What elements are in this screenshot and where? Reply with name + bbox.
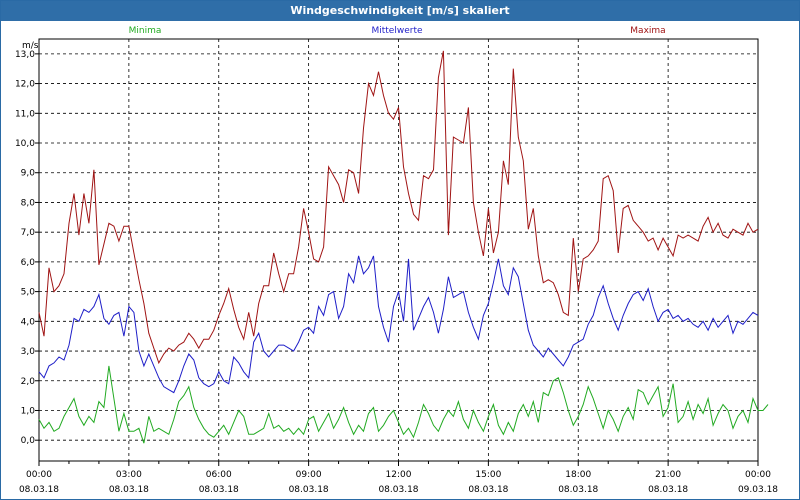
legend-maxima: Maxima [630, 26, 665, 36]
legend-mittelwerte: Mittelwerte [371, 26, 422, 36]
y-tick-label: 11,0 [15, 109, 35, 119]
plot-frame [38, 38, 759, 462]
x-tick-time-label: 09:00 [296, 470, 322, 480]
x-tick-time-label: 12:00 [386, 470, 412, 480]
y-tick-label: 12,0 [15, 80, 35, 90]
window-title: Windgeschwindigkeit [m/s] skaliert [1, 1, 799, 21]
x-tick-date-label: 08.03.18 [289, 485, 329, 495]
tick-labels: 0,0 1,0 2,0 3,0 4,0 5,0 6,0 7,0 8,0 9,0 10,0 11,0 12… [15, 50, 778, 495]
y-tick-label: 13,0 [15, 50, 35, 60]
y-tick-label: 9,0 [21, 169, 36, 179]
y-tick-label: 4,0 [21, 317, 36, 327]
x-tick-time-label: 18:00 [565, 470, 591, 480]
x-tick-time-label: 06:00 [206, 470, 232, 480]
x-tick-date-label: 08.03.18 [199, 485, 239, 495]
x-tick-date-label: 08.03.18 [109, 485, 149, 495]
series-line-mittelwerte [38, 255, 759, 394]
y-tick-label: 0,0 [21, 436, 36, 446]
y-tick-label: 8,0 [21, 198, 36, 208]
series-line-maxima [38, 50, 759, 365]
x-tick-date-label: 08.03.18 [558, 485, 598, 495]
legend-minima: Minima [129, 26, 162, 36]
x-tick-date-label: 08.03.18 [468, 485, 508, 495]
x-tick-time-label: 03:00 [116, 470, 142, 480]
x-tick-time-label: 00:00 [26, 470, 52, 480]
x-tick-time-label: 00:00 [745, 470, 771, 480]
y-tick-label: 5,0 [21, 288, 36, 298]
grid-lines [39, 39, 758, 461]
y-tick-label: 1,0 [21, 406, 36, 416]
y-tick-label: 2,0 [21, 377, 36, 387]
y-tick-label: 10,0 [15, 139, 35, 149]
y-tick-label: 6,0 [21, 258, 36, 268]
axes [35, 38, 759, 466]
x-tick-date-label: 08.03.18 [648, 485, 688, 495]
x-tick-time-label: 21:00 [655, 470, 681, 480]
series-lines [38, 50, 769, 444]
x-tick-date-label: 09.03.18 [738, 485, 778, 495]
x-tick-date-label: 08.03.18 [19, 485, 59, 495]
y-tick-label: 7,0 [21, 228, 36, 238]
x-tick-date-label: 08.03.18 [378, 485, 418, 495]
y-axis-unit-label: m/s [22, 41, 39, 51]
y-tick-label: 3,0 [21, 347, 36, 357]
x-tick-time-label: 15:00 [475, 470, 501, 480]
series-line-minima [38, 365, 769, 444]
